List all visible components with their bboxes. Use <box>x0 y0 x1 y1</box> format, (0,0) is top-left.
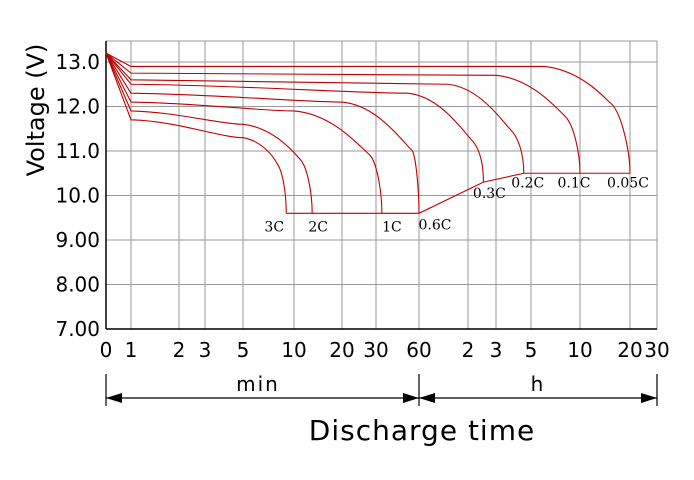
curve-0.1C <box>105 52 581 174</box>
x-tick-8: 60 <box>406 338 431 362</box>
x-tick-labels: 0 1 2 3 5 10 20 30 60 2 3 5 10 20 30 <box>100 338 670 362</box>
y-tick-labels: 13.0 12.0 11.0 10.0 9.00 8.00 7.00 <box>55 50 100 341</box>
min-arrow-right <box>403 393 419 403</box>
y-tick-0: 13.0 <box>55 50 100 74</box>
x-tick-6: 20 <box>329 338 354 362</box>
cutoff-line <box>286 172 630 214</box>
h-arrow-left <box>419 393 435 403</box>
curve-label-0.2C: 0.2C <box>511 175 544 191</box>
unit-label-min: min <box>236 372 280 396</box>
curve-0.3C <box>105 52 484 183</box>
x-tick-2: 2 <box>173 338 186 362</box>
y-tick-4: 9.00 <box>55 228 100 252</box>
x-tick-0: 0 <box>100 338 113 362</box>
curve-0.6C <box>105 52 420 214</box>
y-tick-5: 8.00 <box>55 273 100 297</box>
curve-label-0.05C: 0.05C <box>607 175 649 191</box>
curve-label-0.1C: 0.1C <box>558 175 591 191</box>
curve-label-2C: 2C <box>308 219 328 235</box>
curve-0.2C <box>105 52 525 174</box>
x-axis-title: Discharge time <box>309 414 535 447</box>
h-arrow-right <box>641 393 657 403</box>
curve-label-0.6C: 0.6C <box>419 217 452 233</box>
unit-bar: min h <box>105 372 658 406</box>
curve-labels: 3C 2C 1C 0.6C 0.3C 0.2C 0.1C 0.05C <box>264 175 649 235</box>
axes <box>105 41 657 330</box>
x-tick-3: 3 <box>199 338 212 362</box>
y-tick-1: 12.0 <box>55 95 100 119</box>
curve-label-3C: 3C <box>264 219 284 235</box>
curve-2C <box>105 52 313 214</box>
curve-label-1C: 1C <box>382 219 402 235</box>
x-tick-13: 20 <box>617 338 642 362</box>
curve-1C <box>105 52 383 214</box>
min-arrow-left <box>106 393 122 403</box>
x-tick-4: 5 <box>237 338 250 362</box>
x-tick-12: 10 <box>567 338 592 362</box>
x-tick-9: 2 <box>462 338 475 362</box>
curves <box>105 52 631 214</box>
y-axis-label: Voltage (V) <box>22 44 50 177</box>
x-tick-5: 10 <box>281 338 306 362</box>
x-tick-14: 30 <box>644 338 669 362</box>
x-tick-11: 5 <box>525 338 538 362</box>
unit-label-h: h <box>531 372 546 396</box>
y-tick-2: 11.0 <box>55 139 100 163</box>
y-tick-3: 10.0 <box>55 184 100 208</box>
x-tick-1: 1 <box>125 338 138 362</box>
curve-0.05C <box>105 52 631 174</box>
x-tick-10: 3 <box>490 338 503 362</box>
curve-3C <box>105 52 287 214</box>
x-tick-7: 30 <box>363 338 388 362</box>
y-tick-6: 7.00 <box>55 317 100 341</box>
curve-label-0.3C: 0.3C <box>473 186 506 202</box>
